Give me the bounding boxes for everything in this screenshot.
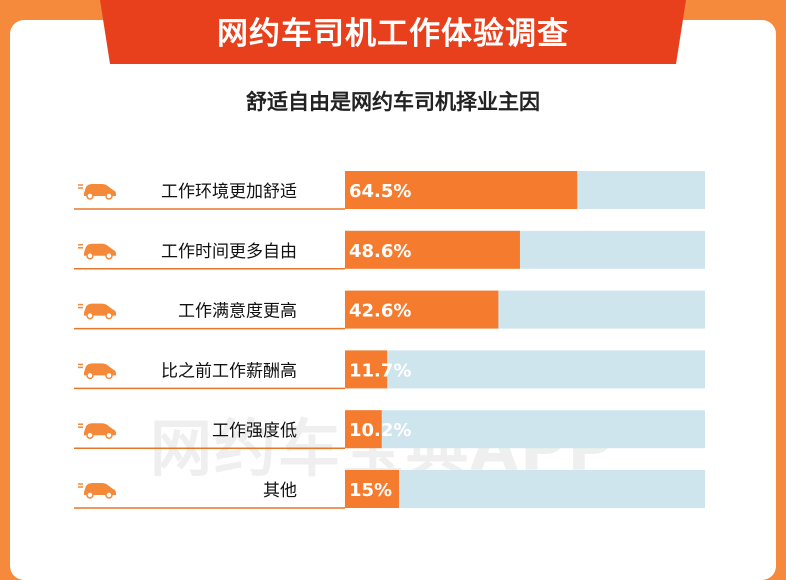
- bar-value-label: 15%: [349, 480, 392, 501]
- bar-value-label: 48.6%: [349, 241, 411, 262]
- bar: [345, 470, 399, 508]
- bar-value-label: 42.6%: [349, 301, 411, 322]
- category-label: 工作强度低: [212, 421, 297, 441]
- car-icon: [78, 303, 116, 320]
- category-label: 比之前工作薪酬高: [161, 361, 297, 381]
- banner-ribbon-shape: [100, 0, 686, 64]
- car-icon: [78, 184, 116, 200]
- bar-value-label: 64.5%: [349, 181, 411, 202]
- car-icon: [78, 363, 116, 380]
- page-title: 网约车司机工作体验调查: [217, 16, 569, 52]
- category-label: 工作时间更多自由: [161, 242, 297, 262]
- title-banner: 网约车司机工作体验调查: [100, 0, 686, 64]
- bar-chart: 64.5% 工作环境更加舒适 48.6% 工作时间更多自由 42.6% 工作满意度更高 11…: [74, 171, 705, 509]
- bar: [345, 290, 499, 329]
- car-icon: [78, 423, 116, 439]
- bar: [345, 230, 520, 269]
- category-label: 工作满意度更高: [178, 302, 297, 322]
- bar: [345, 171, 578, 209]
- bar: [345, 410, 382, 449]
- car-icon: [78, 483, 116, 499]
- bar: [345, 350, 388, 389]
- bar-value-label: 11.7%: [349, 360, 411, 381]
- car-icon: [78, 243, 116, 260]
- chart-subtitle: 舒适自由是网约车司机择业主因: [246, 90, 540, 114]
- bar-track: [345, 350, 705, 389]
- category-label: 工作环境更加舒适: [161, 182, 297, 202]
- category-label: 其他: [263, 481, 297, 501]
- bar-track: [345, 410, 705, 449]
- bar-track: [345, 470, 705, 508]
- bar-value-label: 10.2%: [349, 420, 411, 441]
